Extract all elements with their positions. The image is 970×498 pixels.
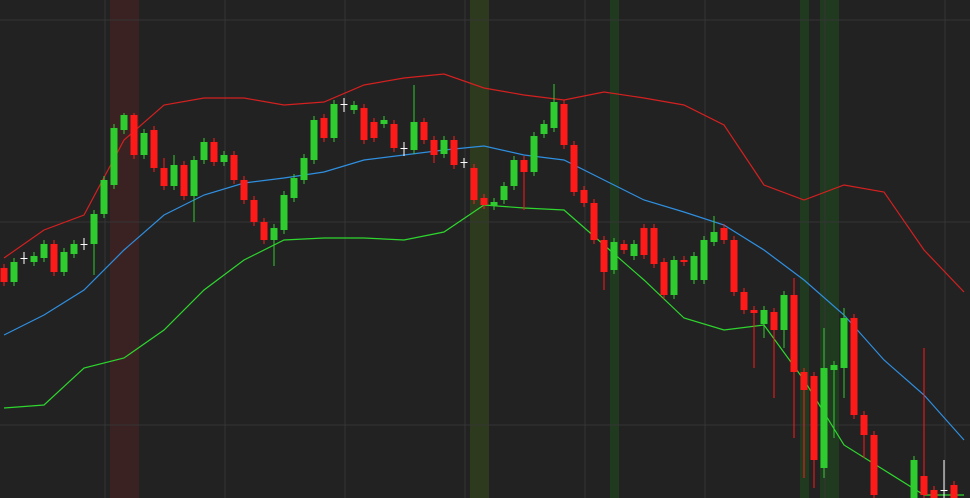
candle-body	[330, 104, 338, 138]
band-line	[3, 145, 965, 441]
candle-body	[940, 490, 948, 491]
candle-body	[420, 122, 428, 140]
candle-body	[210, 142, 218, 162]
candle-body	[690, 256, 698, 280]
candle-body	[400, 148, 408, 149]
candle-body	[700, 240, 708, 280]
candle-body	[260, 222, 268, 240]
candle-body	[830, 365, 838, 370]
candle-body	[0, 268, 8, 282]
candle-body	[750, 310, 758, 313]
candle-body	[280, 195, 288, 230]
candle-body	[70, 244, 78, 254]
candle-body	[650, 228, 658, 264]
candle-body	[510, 160, 518, 186]
candle-body	[530, 136, 538, 172]
candle-body	[550, 102, 558, 128]
candle-body	[50, 244, 58, 272]
candle-body	[730, 240, 738, 292]
candle-body	[820, 368, 828, 468]
candle-body	[250, 200, 258, 222]
candle-body	[390, 124, 398, 148]
candle-body	[220, 155, 228, 162]
candle-body	[720, 228, 728, 240]
candle-body	[30, 256, 38, 262]
candle-body	[190, 160, 198, 196]
candle-body	[340, 104, 348, 105]
candle-body	[920, 476, 928, 495]
candle-body	[230, 155, 238, 180]
candle-body	[870, 435, 878, 495]
candle-body	[150, 130, 158, 168]
candle-body	[910, 460, 918, 498]
candle-body	[20, 258, 28, 259]
candle-body	[460, 162, 468, 163]
candle-body	[100, 180, 108, 214]
candle-body	[600, 240, 608, 272]
candle-body	[740, 292, 748, 310]
candle-body	[310, 120, 318, 160]
candle-body	[370, 122, 378, 138]
candle-body	[360, 108, 368, 140]
candle-body	[680, 260, 688, 262]
candle-body	[40, 244, 48, 258]
candle-body	[170, 165, 178, 186]
candle-body	[120, 115, 128, 130]
candle-body	[610, 242, 618, 270]
candle-body	[760, 310, 768, 324]
candle-body	[180, 165, 188, 196]
candle-body	[320, 118, 328, 138]
candle-body	[270, 228, 278, 240]
candle-body	[60, 252, 68, 272]
candle-body	[380, 120, 388, 124]
candle-body	[440, 140, 448, 154]
candle-body	[630, 244, 638, 256]
candle-body	[240, 180, 248, 200]
candle-body	[200, 142, 208, 160]
candle-body	[580, 190, 588, 203]
candle-body	[590, 203, 598, 240]
highlight-region	[470, 0, 489, 498]
candle-body	[540, 124, 548, 134]
candle-body	[560, 104, 568, 145]
candle-body	[670, 260, 678, 295]
candle-body	[930, 490, 938, 498]
candle-body	[710, 232, 718, 242]
candle-body	[470, 168, 478, 200]
candle-body	[140, 133, 148, 155]
candle-body	[660, 262, 668, 295]
candle-body	[810, 376, 818, 460]
candle-body	[130, 115, 138, 155]
candle-body	[780, 295, 788, 330]
candle-body	[110, 128, 118, 185]
candle-body	[620, 244, 628, 250]
candle-body	[90, 214, 98, 244]
candle-body	[790, 295, 798, 372]
candle-body	[290, 178, 298, 198]
candle-body	[770, 312, 778, 330]
candle-body	[450, 140, 458, 165]
candle-body	[570, 145, 578, 192]
candle-body	[860, 415, 868, 435]
candle-body	[480, 198, 488, 205]
candle-body	[520, 160, 528, 172]
candle-body	[850, 318, 858, 415]
candle-body	[800, 372, 808, 390]
candle-body	[490, 202, 498, 206]
candle-body	[410, 122, 418, 150]
highlight-region	[800, 0, 809, 498]
candle-body	[10, 262, 18, 282]
candle-body	[640, 228, 648, 255]
candle-body	[840, 318, 848, 368]
candle-body	[300, 158, 308, 180]
candle-body	[80, 244, 88, 245]
candle-body	[950, 485, 958, 498]
candle-body	[350, 105, 358, 110]
candle-body	[160, 168, 168, 186]
candle-body	[430, 140, 438, 155]
band-line	[3, 73, 965, 293]
candle-body	[500, 186, 508, 200]
